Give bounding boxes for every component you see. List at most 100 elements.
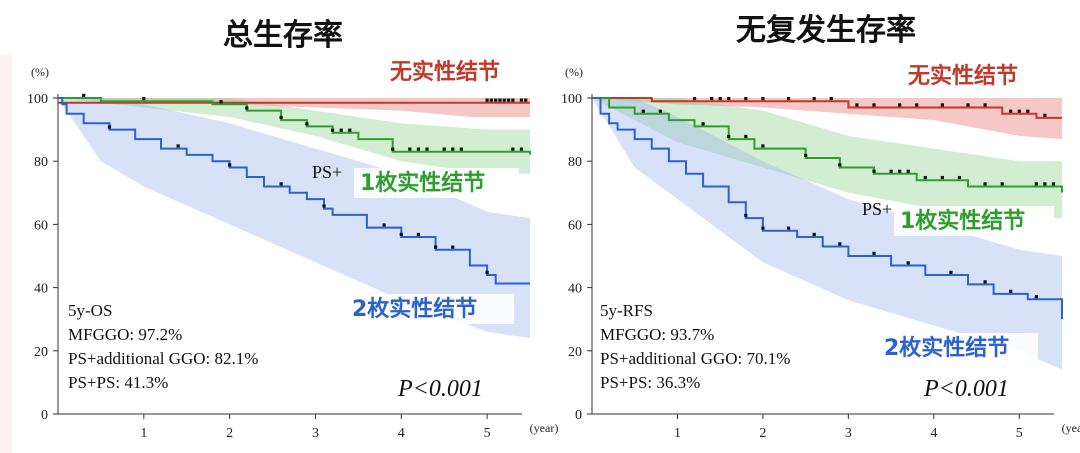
y-tick-label: 60 <box>34 218 48 233</box>
y-axis-unit: (%) <box>31 65 49 79</box>
censor-mark <box>322 204 326 208</box>
censor-mark <box>872 103 876 107</box>
x-tick-label: 4 <box>930 426 937 441</box>
censor-mark <box>494 98 498 102</box>
censor-mark <box>498 98 502 102</box>
censor-mark <box>889 169 893 173</box>
censor-mark <box>524 98 528 102</box>
censor-mark <box>382 223 386 227</box>
censor-mark <box>305 122 309 126</box>
x-tick-label: 5 <box>484 426 491 441</box>
p-value: P<0.001 <box>923 376 1009 402</box>
left-edge-shade <box>0 55 12 453</box>
stat-line: PS+PS: 36.3% <box>600 373 700 392</box>
censor-mark <box>416 147 421 151</box>
y-tick-label: 100 <box>27 92 48 107</box>
censor-mark <box>434 245 438 249</box>
censor-mark <box>519 147 524 151</box>
y-tick-label: 40 <box>568 282 582 297</box>
censor-mark <box>502 98 506 102</box>
censor-mark <box>219 100 223 104</box>
series-label-backdrop <box>384 57 524 87</box>
ci-band-2 <box>58 98 530 174</box>
censor-mark <box>228 163 232 167</box>
censor-mark <box>829 96 833 101</box>
censor-mark <box>485 270 489 274</box>
censor-mark <box>451 147 455 151</box>
stat-line: PS+additional GGO: 82.1% <box>68 349 258 368</box>
series-label-backdrop <box>894 206 1054 236</box>
y-tick-label: 40 <box>34 282 48 297</box>
x-tick-label: 3 <box>845 426 852 441</box>
censor-mark <box>727 96 731 101</box>
censor-mark <box>812 96 816 101</box>
censor-mark <box>511 147 515 151</box>
censor-mark <box>786 96 791 101</box>
censor-mark <box>940 175 944 180</box>
y-tick-label: 0 <box>575 408 582 423</box>
chart-panel-2: 无复发生存率 (%) (year) 0 20 40 60 80 100 1 2 3 4 5 无实性结节 PS+… <box>561 13 1080 441</box>
p-value: P<0.001 <box>397 376 483 402</box>
x-axis-unit: (year) <box>1062 421 1080 435</box>
series-label: 1枚实性结节 <box>900 208 1025 234</box>
censor-mark <box>391 147 395 151</box>
censor-mark <box>710 96 714 101</box>
stat-line: 5y-RFS <box>600 301 653 320</box>
censor-mark <box>425 147 429 151</box>
y-tick-label: 20 <box>34 345 48 360</box>
y-tick-label: 80 <box>34 155 48 170</box>
censor-mark <box>804 153 808 158</box>
censor-mark <box>279 115 283 120</box>
censor-mark <box>1009 289 1013 293</box>
y-tick-label: 60 <box>568 218 582 233</box>
censor-mark <box>915 103 919 107</box>
censor-mark <box>983 182 987 186</box>
censor-mark <box>641 109 645 113</box>
censor-mark <box>489 98 493 102</box>
censor-mark <box>727 134 731 139</box>
series-label: 无实性结节 <box>908 63 1018 89</box>
stat-line: PS+PS: 41.3% <box>68 373 168 392</box>
series-label-prefix: PS+ <box>312 162 342 182</box>
censor-mark <box>761 226 765 230</box>
censor-mark <box>838 242 842 246</box>
y-tick-label: 80 <box>568 155 582 170</box>
x-tick-label: 2 <box>226 426 233 441</box>
censor-mark <box>519 98 524 102</box>
series-line-2 <box>592 97 1063 193</box>
censor-mark <box>949 270 953 274</box>
censor-mark <box>872 251 876 255</box>
y-tick-label: 0 <box>41 408 48 423</box>
stat-line: PS+additional GGO: 70.1% <box>600 349 790 368</box>
x-tick-label: 5 <box>1016 426 1023 441</box>
censor-mark <box>744 213 748 218</box>
series-label-prefix: PS+ <box>862 199 892 219</box>
x-tick-label: 2 <box>759 426 766 441</box>
x-axis-unit: (year) <box>530 421 559 435</box>
censor-mark <box>416 232 421 237</box>
censor-mark <box>408 147 412 151</box>
x-tick-label: 4 <box>398 426 405 441</box>
x-tick-label: 1 <box>674 426 681 441</box>
censor-mark <box>906 169 910 173</box>
series-line-1 <box>592 97 1062 119</box>
ci-band-3 <box>592 98 1062 370</box>
censor-mark <box>279 182 283 186</box>
censor-mark <box>898 103 902 107</box>
censor-mark <box>1051 182 1056 186</box>
censor-mark <box>812 232 816 237</box>
censor-mark <box>1043 182 1047 186</box>
censor-mark <box>786 226 791 230</box>
censor-mark <box>1034 182 1038 186</box>
series-label-backdrop <box>902 61 1042 91</box>
stat-line: MFGGO: 97.2% <box>68 325 182 344</box>
censor-mark <box>107 125 112 129</box>
y-axis-unit: (%) <box>565 65 583 79</box>
censor-mark <box>761 144 765 148</box>
censor-mark <box>176 144 180 148</box>
censor-mark <box>348 128 352 132</box>
y-tick-label: 20 <box>568 345 582 360</box>
censor-mark <box>82 93 86 97</box>
stat-line: MFGGO: 93.7% <box>600 325 714 344</box>
